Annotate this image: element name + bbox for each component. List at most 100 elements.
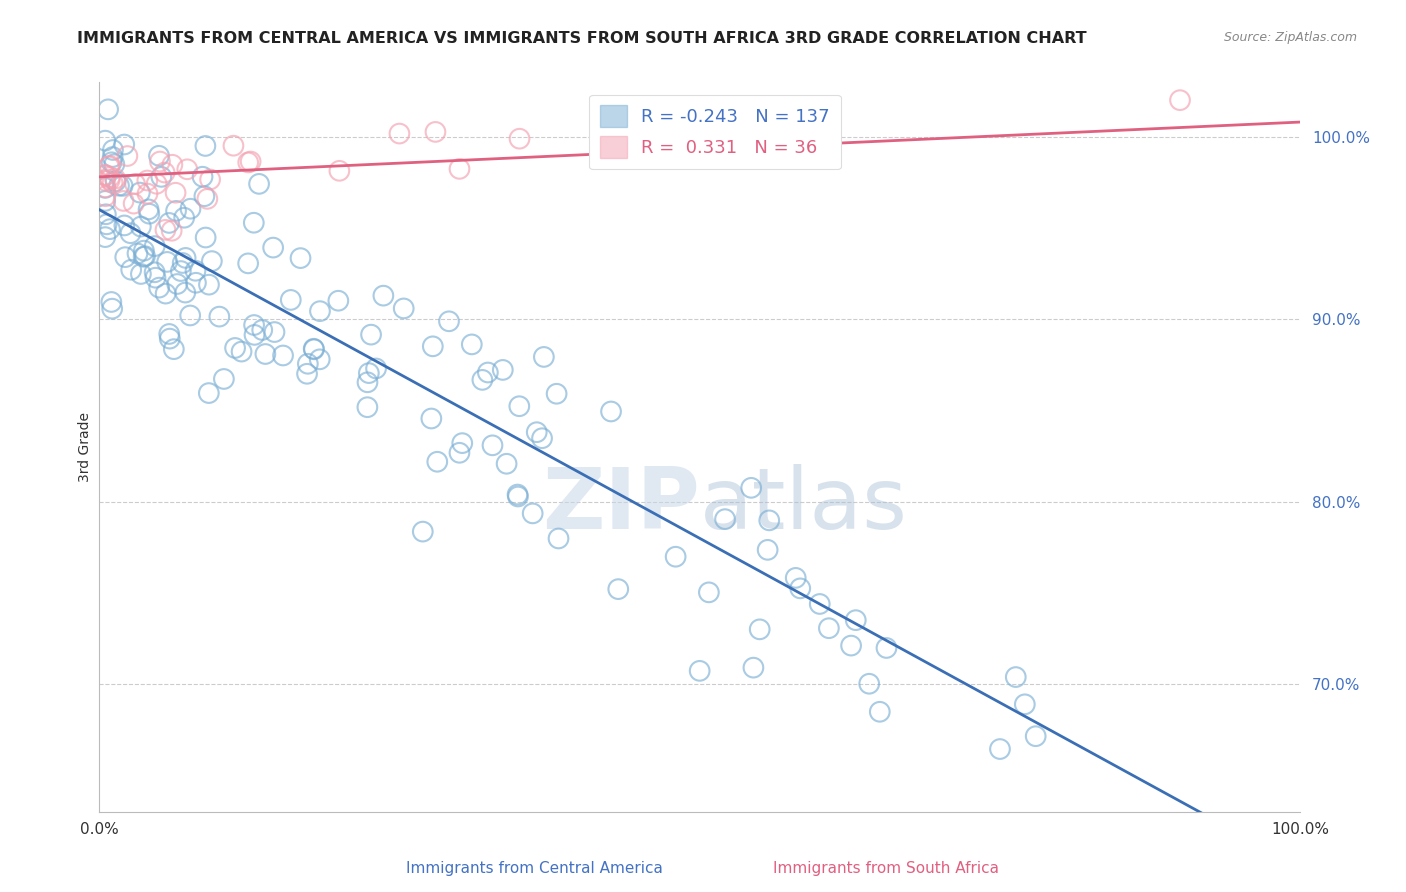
Point — [160, 224, 183, 238]
Point — [112, 194, 135, 208]
Text: atlas: atlas — [700, 464, 908, 547]
Y-axis label: 3rd Grade: 3rd Grade — [79, 412, 93, 482]
Point — [184, 276, 207, 290]
Point — [714, 512, 737, 526]
Point — [94, 168, 117, 182]
Point — [506, 490, 529, 504]
Point — [689, 664, 711, 678]
Point — [198, 277, 221, 292]
Point — [665, 549, 688, 564]
Text: Immigrants from Central America: Immigrants from Central America — [406, 861, 662, 876]
Point — [103, 157, 125, 171]
Point — [869, 705, 891, 719]
Point — [495, 457, 517, 471]
Point — [492, 363, 515, 377]
Point — [238, 155, 260, 169]
Point — [155, 286, 177, 301]
Point — [96, 218, 118, 232]
Point — [195, 192, 218, 206]
Point — [243, 327, 266, 342]
Point — [426, 455, 449, 469]
Point — [412, 524, 434, 539]
Point — [271, 349, 294, 363]
Point — [607, 582, 630, 596]
Point — [179, 202, 201, 216]
Point — [104, 174, 127, 188]
Point — [740, 481, 762, 495]
Point — [231, 344, 253, 359]
Point — [506, 487, 529, 501]
Point — [174, 285, 197, 300]
Point — [280, 293, 302, 307]
Point — [785, 571, 807, 585]
Point — [243, 318, 266, 332]
Point — [243, 216, 266, 230]
Point — [100, 155, 122, 169]
Point — [471, 373, 494, 387]
Point — [290, 251, 312, 265]
Point — [875, 640, 897, 655]
Point — [98, 169, 121, 184]
Point — [858, 677, 880, 691]
Point — [108, 178, 131, 193]
Point — [193, 189, 215, 203]
Point — [128, 186, 150, 200]
Point — [176, 162, 198, 177]
Point — [145, 270, 167, 285]
Point — [236, 256, 259, 270]
Point — [191, 169, 214, 184]
Point — [360, 327, 382, 342]
Point — [114, 250, 136, 264]
Point — [297, 357, 319, 371]
Point — [94, 189, 117, 203]
Point — [127, 246, 149, 260]
Point — [98, 159, 121, 173]
Point — [302, 342, 325, 356]
Point — [546, 386, 568, 401]
Point — [148, 149, 170, 163]
Point — [198, 386, 221, 401]
Point — [509, 131, 531, 145]
Point — [526, 425, 548, 440]
Point — [357, 366, 380, 380]
Point — [437, 314, 460, 328]
Point — [247, 177, 270, 191]
Point — [184, 264, 207, 278]
Point — [94, 174, 117, 188]
Point — [392, 301, 415, 316]
Point — [356, 376, 378, 390]
Point — [522, 507, 544, 521]
Point — [165, 203, 187, 218]
Point — [194, 139, 217, 153]
Point — [425, 125, 447, 139]
Point — [94, 181, 117, 195]
Point — [136, 173, 159, 187]
Point — [388, 127, 411, 141]
Point — [254, 347, 277, 361]
Point — [295, 367, 318, 381]
Point — [328, 293, 350, 308]
Point — [162, 158, 184, 172]
Point — [758, 513, 780, 527]
Point — [94, 169, 117, 183]
Point — [145, 177, 167, 191]
Point — [756, 542, 779, 557]
Point — [461, 337, 484, 351]
Point — [748, 623, 770, 637]
Point — [165, 186, 187, 200]
Point — [697, 585, 720, 599]
Point — [148, 280, 170, 294]
Point — [104, 171, 127, 186]
Point — [129, 219, 152, 234]
Point — [547, 532, 569, 546]
Point — [194, 230, 217, 244]
Point — [308, 352, 330, 367]
Point — [451, 436, 474, 450]
Point — [172, 256, 194, 270]
Point — [111, 178, 134, 193]
Point — [818, 621, 841, 635]
Point — [122, 196, 145, 211]
Point — [198, 172, 221, 186]
Point — [179, 309, 201, 323]
Point — [101, 176, 124, 190]
